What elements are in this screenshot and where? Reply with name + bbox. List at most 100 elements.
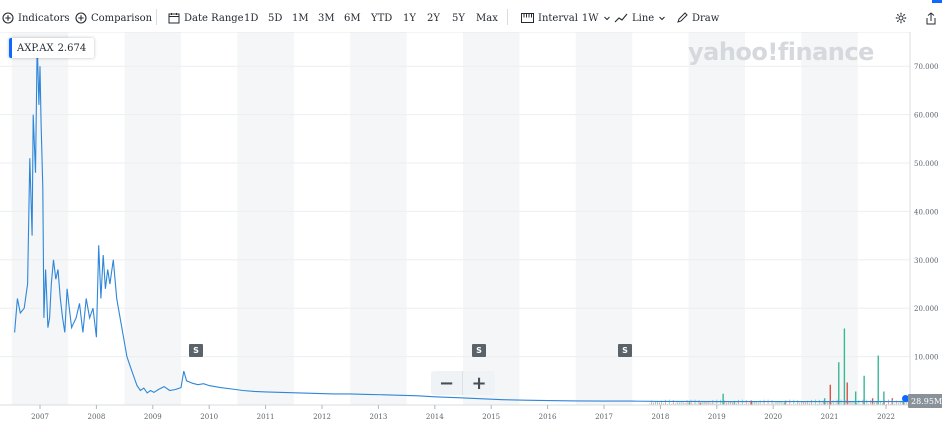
share-button[interactable] xyxy=(925,9,937,27)
volume-bar xyxy=(818,399,820,405)
year-band xyxy=(237,32,294,405)
volume-bar xyxy=(903,402,905,405)
volume-bar xyxy=(884,399,886,405)
volume-bars xyxy=(649,328,909,405)
volume-bar xyxy=(846,382,848,405)
volume-bar xyxy=(690,399,692,405)
range-2y[interactable]: 2Y xyxy=(427,12,440,24)
volume-bar xyxy=(807,400,809,405)
volume-bar xyxy=(765,403,767,405)
volume-bar xyxy=(822,400,824,405)
range-5d[interactable]: 5D xyxy=(268,12,283,24)
volume-bar xyxy=(785,400,787,405)
volume-bar xyxy=(893,403,895,405)
volume-bar xyxy=(878,402,880,405)
date-range-button[interactable]: Date Range xyxy=(168,9,244,27)
volume-bar xyxy=(704,402,706,405)
plus-circle-icon xyxy=(75,12,87,24)
volume-bar xyxy=(696,403,698,405)
x-tick-label: 2008 xyxy=(87,413,105,421)
chart-top-border xyxy=(0,32,910,33)
line-label: Line xyxy=(632,12,655,24)
y-tick-label: 30.000 xyxy=(914,257,939,265)
grid-lines xyxy=(0,65,910,358)
volume-bar xyxy=(899,401,901,405)
volume-bar xyxy=(653,402,655,405)
split-marker[interactable]: S xyxy=(189,344,203,357)
price-line xyxy=(14,41,909,403)
volume-bar xyxy=(829,384,831,405)
year-bands xyxy=(0,32,910,405)
volume-bar xyxy=(720,399,722,405)
ticker-label[interactable]: AXP.AX 2.674 xyxy=(9,38,95,58)
range-ytd[interactable]: YTD xyxy=(371,12,393,24)
interval-icon xyxy=(521,13,534,23)
volume-bar xyxy=(657,401,659,405)
settings-button[interactable] xyxy=(895,9,907,27)
volume-bar xyxy=(866,399,868,405)
volume-bar xyxy=(891,399,893,405)
volume-bar xyxy=(877,355,879,405)
range-6m[interactable]: 6M xyxy=(344,12,361,24)
volume-bar xyxy=(722,393,724,405)
volume-bar xyxy=(887,399,889,405)
year-band xyxy=(688,32,745,405)
volume-bar xyxy=(862,399,864,405)
volume-bar xyxy=(858,400,860,405)
indicators-button[interactable]: Indicators xyxy=(2,9,70,27)
x-tick-label: 2021 xyxy=(821,413,839,421)
range-1y[interactable]: 1Y xyxy=(403,12,416,24)
chart-type-dropdown[interactable]: Line xyxy=(614,9,666,27)
volume-bar xyxy=(773,403,775,405)
plus-circle-icon xyxy=(2,12,14,24)
volume-bar xyxy=(676,400,678,405)
draw-button[interactable]: Draw xyxy=(676,9,719,27)
volume-bar xyxy=(779,402,781,405)
volume-bar xyxy=(692,403,694,405)
volume-bar xyxy=(726,402,728,405)
zoom-in-button[interactable]: + xyxy=(471,372,487,394)
volume-bar xyxy=(905,400,907,405)
volume-bar xyxy=(655,401,657,405)
volume-bar xyxy=(684,402,686,405)
volume-bar xyxy=(728,401,730,405)
comparison-button[interactable]: Comparison xyxy=(75,9,152,27)
zoom-out-button[interactable]: − xyxy=(431,371,463,395)
split-marker[interactable]: S xyxy=(618,344,632,357)
volume-bar xyxy=(706,402,708,405)
volume-bar xyxy=(801,401,803,405)
comparison-label: Comparison xyxy=(91,12,153,24)
y-tick-label: 40.000 xyxy=(914,208,939,216)
volume-bar xyxy=(743,403,745,405)
volume-bar xyxy=(874,401,876,405)
ticker-symbol: AXP.AX xyxy=(17,42,54,54)
volume-bar xyxy=(816,403,818,405)
range-3m[interactable]: 3M xyxy=(318,12,335,24)
volume-bar xyxy=(724,400,726,405)
volume-bar xyxy=(722,403,724,405)
date-range-label: Date Range xyxy=(184,12,244,24)
range-5y[interactable]: 5Y xyxy=(452,12,465,24)
range-max[interactable]: Max xyxy=(476,12,498,24)
volume-bar xyxy=(868,403,870,405)
range-1m[interactable]: 1M xyxy=(292,12,309,24)
range-1d[interactable]: 1D xyxy=(244,12,259,24)
volume-bar xyxy=(880,400,882,405)
x-tick-label: 2013 xyxy=(369,413,387,421)
volume-bar xyxy=(842,403,844,405)
volume-bar xyxy=(747,403,749,405)
volume-bar xyxy=(830,402,832,405)
interval-dropdown[interactable]: Interval 1W xyxy=(521,9,611,27)
volume-bar xyxy=(751,402,753,405)
volume-bar xyxy=(803,401,805,405)
split-marker[interactable]: S xyxy=(472,344,486,357)
volume-bar xyxy=(749,400,751,405)
volume-bar xyxy=(658,402,660,405)
volume-bar xyxy=(753,401,755,405)
volume-bar xyxy=(876,401,878,405)
volume-bar xyxy=(767,399,769,405)
volume-bar xyxy=(664,399,666,405)
volume-bar xyxy=(810,399,812,405)
volume-bar xyxy=(793,399,795,405)
